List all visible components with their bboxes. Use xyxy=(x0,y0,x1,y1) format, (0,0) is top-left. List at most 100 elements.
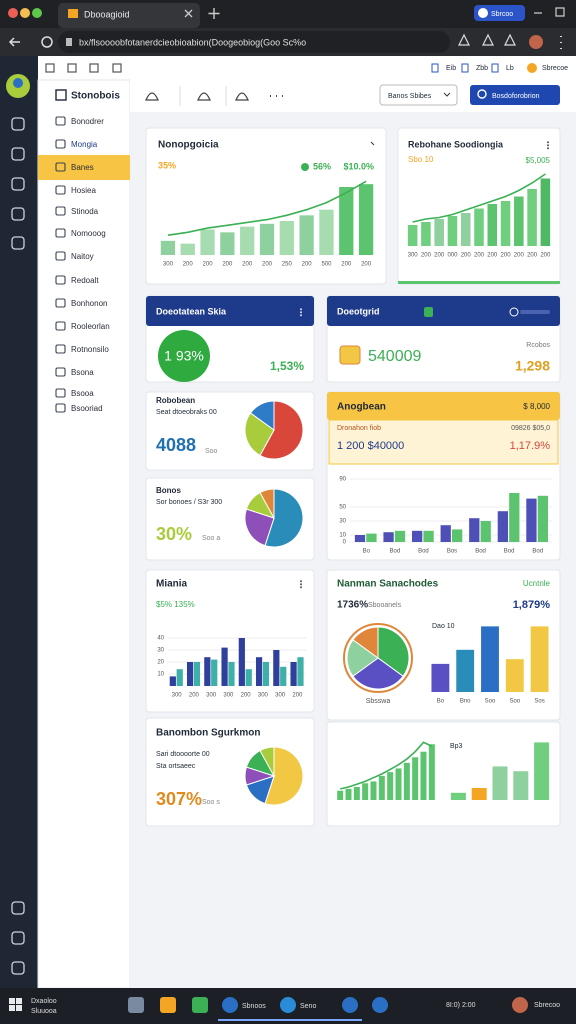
stat: $10.0% xyxy=(343,161,374,171)
rail-icon[interactable] xyxy=(11,901,25,915)
pie-slice xyxy=(259,488,275,519)
taskbar-app[interactable] xyxy=(192,997,208,1013)
x-tick-label: 200 xyxy=(421,253,432,259)
bar xyxy=(176,669,183,686)
nav-item[interactable]: Bsooa xyxy=(71,389,94,398)
card-title: Nonopgoicia xyxy=(158,140,219,151)
toolbar-icon[interactable] xyxy=(482,33,494,46)
tab-close[interactable] xyxy=(184,9,193,18)
pie-slice xyxy=(346,639,379,677)
tab-title[interactable]: Dbooagioid xyxy=(84,9,130,19)
x-tick-label: 300 xyxy=(408,253,419,259)
pie-slice xyxy=(352,626,379,659)
bar xyxy=(513,771,529,800)
nav-item[interactable]: Hosiea xyxy=(71,186,96,195)
x-tick-label: 200 xyxy=(501,253,512,259)
rail-icon[interactable] xyxy=(11,236,25,250)
card-title: Anogbean xyxy=(337,402,386,413)
nav-logo xyxy=(55,89,67,101)
card-close[interactable] xyxy=(370,141,375,146)
chart-label: Bp3 xyxy=(450,743,463,750)
header-icon[interactable] xyxy=(197,92,211,101)
x-tick-label: 200 xyxy=(302,262,313,268)
taskbar-text[interactable]: Sbnoos xyxy=(242,1003,266,1010)
nav-item[interactable]: Bonodrer xyxy=(71,117,104,126)
nav-item[interactable]: Redoalt xyxy=(71,276,99,285)
nav-buttons[interactable] xyxy=(8,37,20,47)
nav-item[interactable]: Bonhonon xyxy=(71,299,107,308)
bar xyxy=(450,792,466,800)
kpi-label: Rcobos xyxy=(526,342,550,349)
pie-slice xyxy=(249,400,275,431)
toolbar-item[interactable]: Eib xyxy=(446,65,456,72)
bar xyxy=(487,204,498,246)
nav-item[interactable]: Stinoda xyxy=(71,207,99,216)
card-title: Miania xyxy=(156,579,188,590)
nav-icon xyxy=(55,388,66,398)
toolbar-icon[interactable] xyxy=(504,33,516,46)
kpi-label: Sbooanels xyxy=(368,602,402,609)
pie-slice xyxy=(244,412,275,457)
nav-item[interactable]: Bsooriad xyxy=(71,404,103,413)
rail-icon[interactable] xyxy=(11,177,25,191)
nav-icon xyxy=(55,367,66,377)
bar xyxy=(345,788,352,800)
taskbar-app[interactable] xyxy=(160,997,176,1013)
nav-item[interactable]: Mongia xyxy=(71,140,98,149)
bookmark-icon[interactable] xyxy=(112,63,122,73)
row-label: Dronahon fiob xyxy=(337,425,381,432)
bookmark-icon[interactable] xyxy=(67,63,77,73)
rail-icon[interactable] xyxy=(11,117,25,131)
card-header xyxy=(327,296,560,326)
address-field[interactable] xyxy=(58,31,450,53)
rail-icon[interactable] xyxy=(11,207,25,221)
rail-icon[interactable] xyxy=(11,961,25,975)
profile-pill[interactable] xyxy=(474,5,525,21)
bar xyxy=(262,662,270,686)
rail-icon[interactable] xyxy=(11,147,25,161)
new-tab[interactable] xyxy=(208,8,220,19)
x-tick-label: 300 xyxy=(258,693,269,699)
nav-icon xyxy=(55,206,66,216)
x-tick-label: 200 xyxy=(361,262,372,268)
bar xyxy=(366,533,377,542)
bar xyxy=(471,788,487,800)
toolbar-user[interactable]: Sbrecoe xyxy=(542,65,568,72)
header-icon[interactable] xyxy=(235,92,249,101)
trend-line xyxy=(340,741,433,790)
header-icon[interactable] xyxy=(145,92,159,101)
taskbar-text[interactable]: Seno xyxy=(300,1003,316,1010)
bar xyxy=(238,638,245,686)
nav-panel xyxy=(37,79,131,989)
nav-item[interactable]: Naitoy xyxy=(71,252,94,261)
taskbar-app[interactable] xyxy=(128,997,144,1013)
bookmark-icon[interactable] xyxy=(45,63,55,73)
tab[interactable] xyxy=(58,3,200,28)
dropdown-caret xyxy=(443,92,451,97)
side-rail xyxy=(0,56,38,988)
toolbar-icon xyxy=(461,63,469,73)
toolbar-item[interactable]: Zbb xyxy=(476,65,488,72)
start-icon xyxy=(9,1005,15,1011)
toolbar-item[interactable]: Lb xyxy=(506,65,514,72)
nav-item[interactable]: Rotnonsilo xyxy=(71,345,109,354)
bar xyxy=(297,657,304,686)
button-label[interactable]: Bosdoforobrion xyxy=(492,93,540,100)
rail-icon[interactable] xyxy=(11,931,25,945)
avatar xyxy=(529,35,543,49)
card-accent xyxy=(398,281,560,284)
nav-item[interactable]: Rooleorlan xyxy=(71,322,110,331)
bar xyxy=(412,757,419,800)
nav-item[interactable]: Banes xyxy=(71,163,94,172)
bar xyxy=(540,178,551,246)
dropdown[interactable] xyxy=(379,84,458,106)
profile-name: Sbrcoo xyxy=(491,11,513,18)
toolbar-icon[interactable] xyxy=(458,33,470,46)
x-tick-label: 250 xyxy=(282,262,293,268)
bar xyxy=(387,772,394,800)
nav-item[interactable]: Nomooog xyxy=(71,229,106,238)
bookmark-icon[interactable] xyxy=(89,63,99,73)
nav-item[interactable]: Bsona xyxy=(71,368,94,377)
user-avatar xyxy=(13,78,23,88)
primary-button[interactable] xyxy=(470,85,560,105)
